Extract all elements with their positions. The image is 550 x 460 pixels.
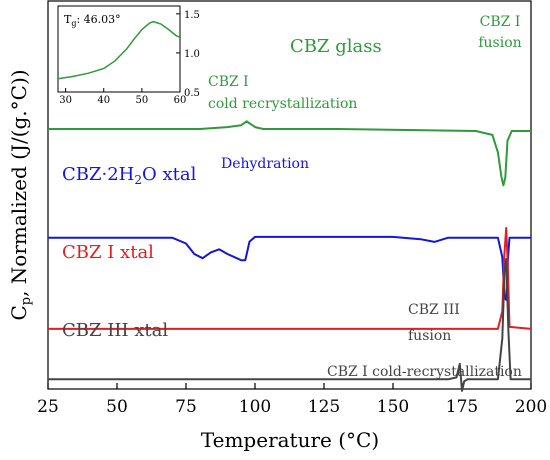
inset-x-tick-label: 40: [97, 95, 110, 106]
plot-frame: [47, 0, 532, 390]
inset-tg-label: Tg: 46.03°: [64, 13, 121, 28]
annotation-iii-fusion-1: CBZ III: [408, 302, 460, 318]
inset-x-tick-label: 60: [174, 95, 187, 106]
inset-frame: [57, 5, 181, 93]
x-tick-label: 200: [515, 397, 547, 417]
annotation-fusion-1: CBZ I: [480, 14, 521, 30]
inset-y-tick-label: 1.0: [184, 49, 200, 60]
series-line-0: [48, 120, 531, 187]
series-layer: [48, 120, 532, 392]
inset-tg-sub: g: [71, 19, 76, 28]
x-tick-label: 150: [377, 397, 409, 417]
x-axis-ticks: 25 50 75 100 125 150 175 200: [37, 383, 547, 417]
y-axis-title-rest: , Normalized (J/(g.°C)): [7, 69, 31, 296]
dihydrate-label-sub: 2: [134, 173, 142, 187]
y-axis-title: Cp, Normalized (J/(g.°C)): [7, 69, 34, 320]
series-label-form-i: CBZ I xtal: [62, 242, 154, 263]
annotation-iii-fusion-2: fusion: [408, 328, 451, 344]
series-label-glass: CBZ glass: [290, 36, 382, 57]
annotation-fusion-2: fusion: [478, 35, 521, 51]
inset-chart: 30 40 50 600.5 1.0 1.5 Tg: 46.03°: [57, 5, 200, 106]
inset-y-tick-label: 0.5: [184, 88, 200, 99]
dihydrate-label-part1: CBZ·2H: [62, 164, 134, 185]
annotation-iii-cold-recryst: CBZ I cold-recrystallization: [327, 364, 522, 380]
x-tick-label: 100: [239, 397, 271, 417]
series-line-2: [48, 227, 532, 330]
inset-tg-t: T: [64, 13, 72, 26]
y-axis-title-main: C: [7, 305, 31, 320]
series-label-dihydrate: CBZ·2H2O xtal: [62, 164, 197, 187]
inset-series-line: [57, 20, 181, 80]
x-axis-title: Temperature (°C): [201, 428, 379, 452]
series-line-1: [48, 235, 531, 301]
dihydrate-label-part3: O xtal: [142, 164, 197, 185]
x-tick-label: 75: [175, 397, 197, 417]
y-axis-title-sub: p: [19, 297, 34, 305]
inset-ticks: 30 40 50 600.5 1.0 1.5: [59, 10, 200, 106]
inset-tg-value: : 46.03°: [76, 13, 120, 26]
series-line-3: [48, 258, 531, 392]
x-tick-label: 50: [106, 397, 128, 417]
annotation-cold-recryst-2: cold recrystallization: [208, 96, 357, 112]
x-tick-label: 25: [37, 397, 59, 417]
series-label-form-iii: CBZ III xtal: [62, 320, 168, 341]
x-tick-label: 175: [446, 397, 478, 417]
inset-x-tick-label: 50: [136, 95, 149, 106]
annotation-cold-recryst-1: CBZ I: [208, 74, 249, 90]
annotation-dehydration: Dehydration: [221, 156, 309, 172]
inset-x-tick-label: 30: [59, 95, 72, 106]
inset-y-tick-label: 1.5: [184, 10, 200, 21]
x-tick-label: 125: [308, 397, 340, 417]
